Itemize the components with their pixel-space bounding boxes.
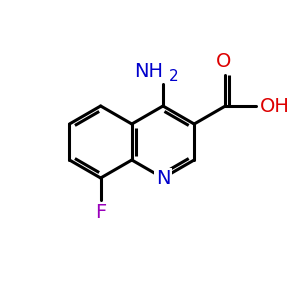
Text: F: F (95, 203, 106, 222)
Text: 2: 2 (169, 69, 178, 84)
Text: N: N (156, 169, 170, 188)
Text: NH: NH (134, 62, 163, 81)
Text: O: O (216, 52, 231, 71)
Text: OH: OH (260, 97, 290, 116)
